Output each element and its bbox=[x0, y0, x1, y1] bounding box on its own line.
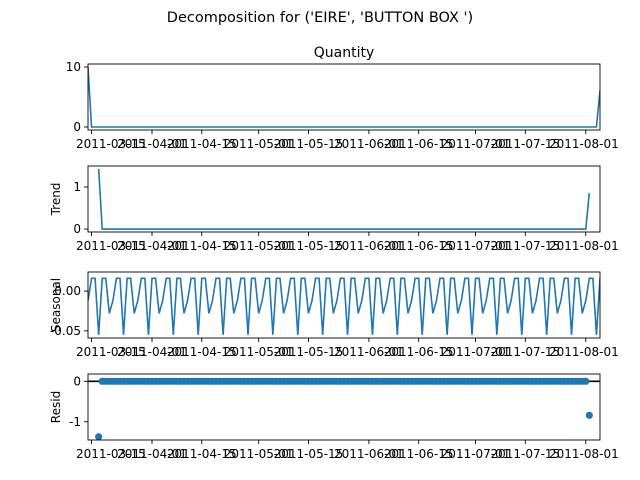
trend-xtick-label: 2011-04-01 bbox=[117, 239, 187, 253]
quantity-xtick-label: 2011-03-15 bbox=[76, 137, 146, 151]
seasonal-panel: Seasonal0.00-0.052011-03-152011-04-01201… bbox=[49, 271, 619, 359]
resid-xtick-label: 2011-05-15 bbox=[274, 447, 344, 461]
seasonal-xtick-label: 2011-06-01 bbox=[334, 345, 404, 359]
trend-xtick-label: 2011-08-01 bbox=[549, 239, 619, 253]
trend-series-line bbox=[97, 168, 591, 230]
panels: Quantity0102011-03-152011-04-012011-04-1… bbox=[49, 45, 619, 461]
seasonal-xtick-label: 2011-04-15 bbox=[167, 345, 237, 359]
resid-ylabel: Resid bbox=[49, 391, 63, 423]
trend-xtick-label: 2011-03-15 bbox=[76, 239, 146, 253]
resid-xtick-label: 2011-06-01 bbox=[334, 447, 404, 461]
resid-ytick-label: 0 bbox=[73, 374, 81, 388]
trend-xtick-label: 2011-07-15 bbox=[490, 239, 560, 253]
trend-xtick-label: 2011-06-15 bbox=[384, 239, 454, 253]
quantity-panel: Quantity 0 10 2011-03-152011-04-012011-04-1… bbox=[66, 45, 619, 151]
quantity-plot-area bbox=[88, 66, 600, 128]
seasonal-series-line bbox=[88, 277, 600, 335]
trend-ytick-label: 1 bbox=[73, 180, 81, 194]
seasonal-xtick-label: 2011-06-15 bbox=[384, 345, 454, 359]
resid-panel: Resid0-12011-03-152011-04-012011-04-1520… bbox=[49, 373, 619, 461]
seasonal-ylabel: Seasonal bbox=[49, 278, 63, 332]
quantity-title: Quantity bbox=[314, 45, 375, 61]
seasonal-ytick-label: 0.00 bbox=[54, 284, 81, 298]
seasonal-plot-area bbox=[88, 277, 600, 335]
resid-ytick-label: -1 bbox=[69, 415, 81, 429]
trend-xtick-label: 2011-07-01 bbox=[441, 239, 511, 253]
seasonal-ytick-label: -0.05 bbox=[50, 324, 81, 338]
trend-ylabel: Trend bbox=[49, 183, 63, 217]
resid-plot-area bbox=[88, 377, 600, 440]
resid-xtick-label: 2011-04-01 bbox=[117, 447, 187, 461]
resid-xtick-label: 2011-07-01 bbox=[441, 447, 511, 461]
resid-point bbox=[582, 377, 590, 385]
quantity-xtick-label: 2011-08-01 bbox=[549, 137, 619, 151]
figure-suptitle: Decomposition for ('EIRE', 'BUTTON BOX '… bbox=[167, 10, 473, 26]
trend-xtick-label: 2011-06-01 bbox=[334, 239, 404, 253]
resid-xtick-label: 2011-05-01 bbox=[224, 447, 294, 461]
quantity-xtick-label: 2011-07-01 bbox=[441, 137, 511, 151]
resid-xtick-label: 2011-06-15 bbox=[384, 447, 454, 461]
seasonal-xtick-label: 2011-03-15 bbox=[76, 345, 146, 359]
resid-xtick-label: 2011-04-15 bbox=[167, 447, 237, 461]
quantity-xtick-label: 2011-04-01 bbox=[117, 137, 187, 151]
seasonal-xtick-label: 2011-05-01 bbox=[224, 345, 294, 359]
seasonal-xtick-label: 2011-04-01 bbox=[117, 345, 187, 359]
quantity-ytick-label: 10 bbox=[66, 60, 81, 74]
trend-panel: Trend012011-03-152011-04-012011-04-15201… bbox=[49, 165, 619, 253]
resid-xtick-label: 2011-07-15 bbox=[490, 447, 560, 461]
resid-xtick-label: 2011-08-01 bbox=[549, 447, 619, 461]
seasonal-axes-frame bbox=[87, 271, 601, 339]
seasonal-xtick-label: 2011-07-15 bbox=[490, 345, 560, 359]
quantity-axes-frame bbox=[87, 63, 601, 131]
seasonal-xtick-label: 2011-08-01 bbox=[549, 345, 619, 359]
quantity-xtick-label: 2011-07-15 bbox=[490, 137, 560, 151]
trend-plot-area bbox=[97, 168, 591, 230]
trend-xtick-label: 2011-05-15 bbox=[274, 239, 344, 253]
seasonal-xtick-label: 2011-05-15 bbox=[274, 345, 344, 359]
quantity-xtick-label: 2011-06-01 bbox=[334, 137, 404, 151]
trend-xtick-label: 2011-04-15 bbox=[167, 239, 237, 253]
trend-ytick-label: 0 bbox=[73, 222, 81, 236]
quantity-xtick-label: 2011-06-15 bbox=[384, 137, 454, 151]
trend-axes-frame bbox=[87, 165, 601, 233]
resid-xtick-label: 2011-03-15 bbox=[76, 447, 146, 461]
quantity-ytick-label: 0 bbox=[73, 120, 81, 134]
quantity-xtick-label: 2011-05-01 bbox=[224, 137, 294, 151]
trend-xtick-label: 2011-05-01 bbox=[224, 239, 294, 253]
seasonal-xtick-label: 2011-07-01 bbox=[441, 345, 511, 359]
quantity-xtick-label: 2011-04-15 bbox=[167, 137, 237, 151]
quantity-xtick-label: 2011-05-15 bbox=[274, 137, 344, 151]
resid-outlier-point bbox=[95, 433, 103, 440]
resid-axes-frame bbox=[87, 373, 601, 441]
resid-outlier-point bbox=[585, 411, 593, 419]
quantity-series-line bbox=[88, 66, 600, 128]
